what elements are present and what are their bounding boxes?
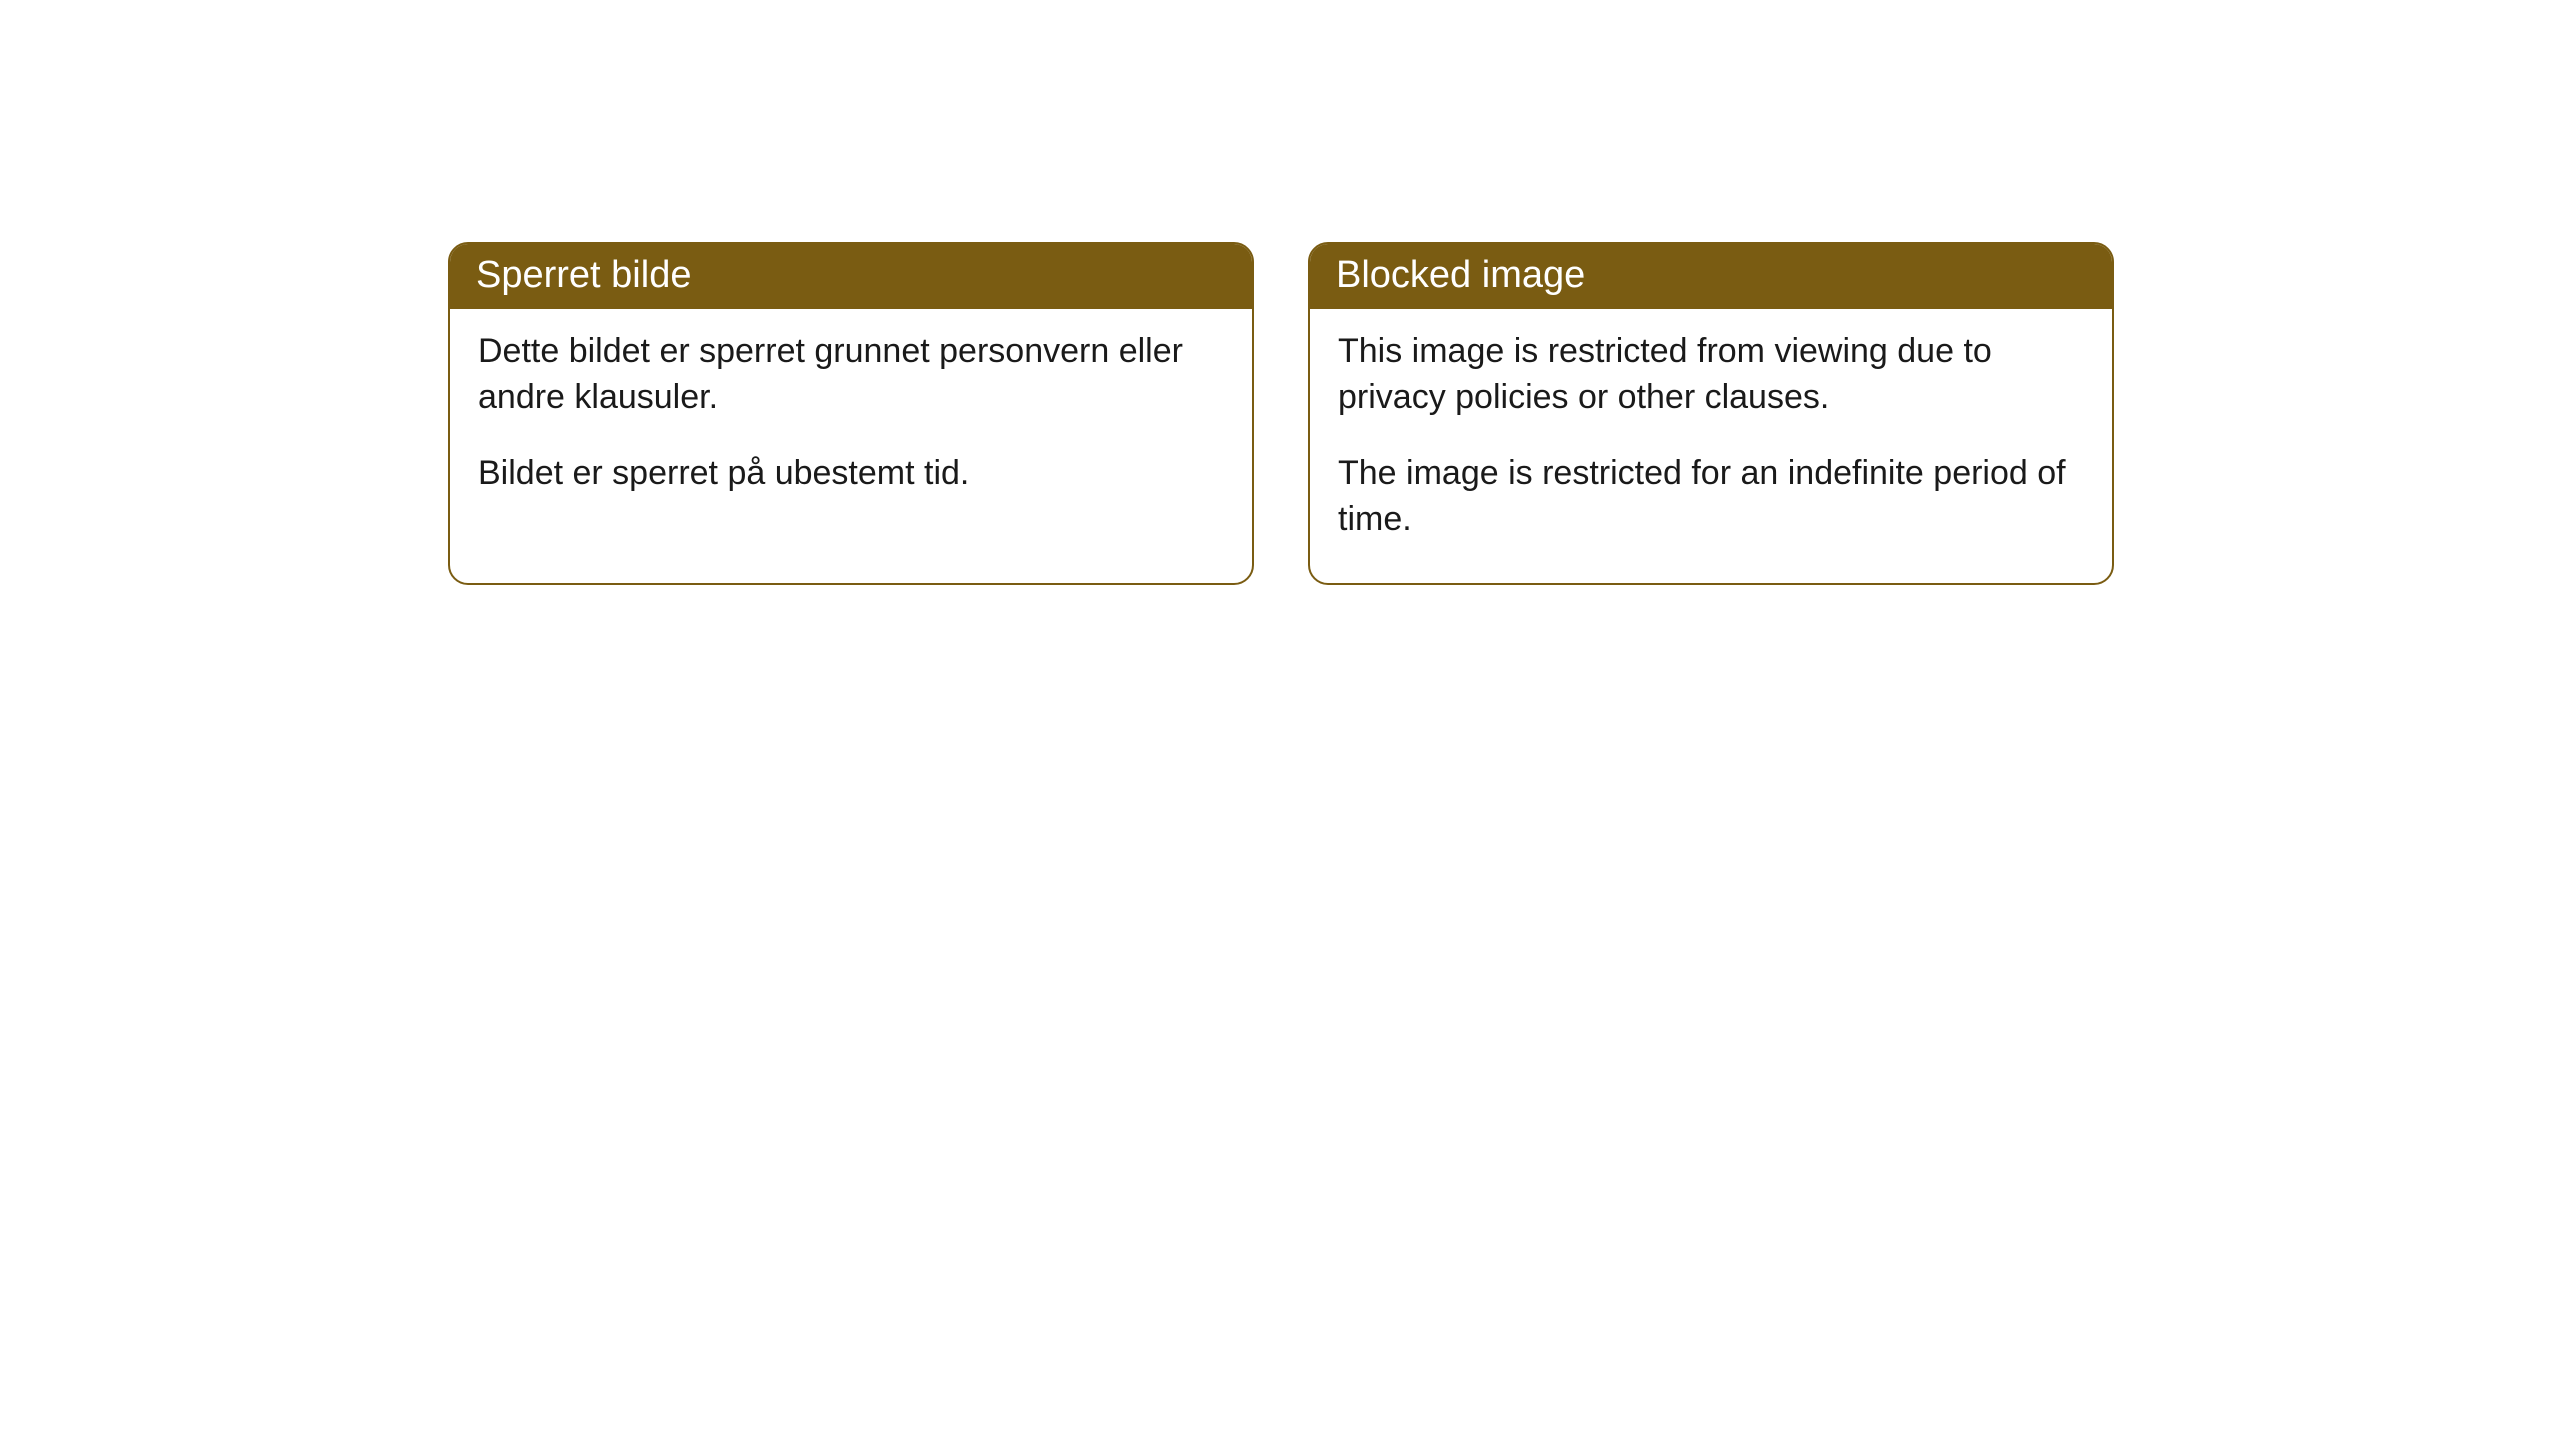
notice-text-line-1: This image is restricted from viewing du… [1338, 329, 2084, 421]
notice-card-norwegian: Sperret bilde Dette bildet er sperret gr… [448, 242, 1254, 585]
notice-card-english: Blocked image This image is restricted f… [1308, 242, 2114, 585]
card-body: This image is restricted from viewing du… [1310, 309, 2112, 583]
notice-text-line-2: The image is restricted for an indefinit… [1338, 451, 2084, 543]
notice-text-line-2: Bildet er sperret på ubestemt tid. [478, 451, 1224, 497]
card-body: Dette bildet er sperret grunnet personve… [450, 309, 1252, 537]
notice-container: Sperret bilde Dette bildet er sperret gr… [448, 242, 2114, 585]
notice-text-line-1: Dette bildet er sperret grunnet personve… [478, 329, 1224, 421]
card-header: Blocked image [1310, 244, 2112, 309]
card-header: Sperret bilde [450, 244, 1252, 309]
